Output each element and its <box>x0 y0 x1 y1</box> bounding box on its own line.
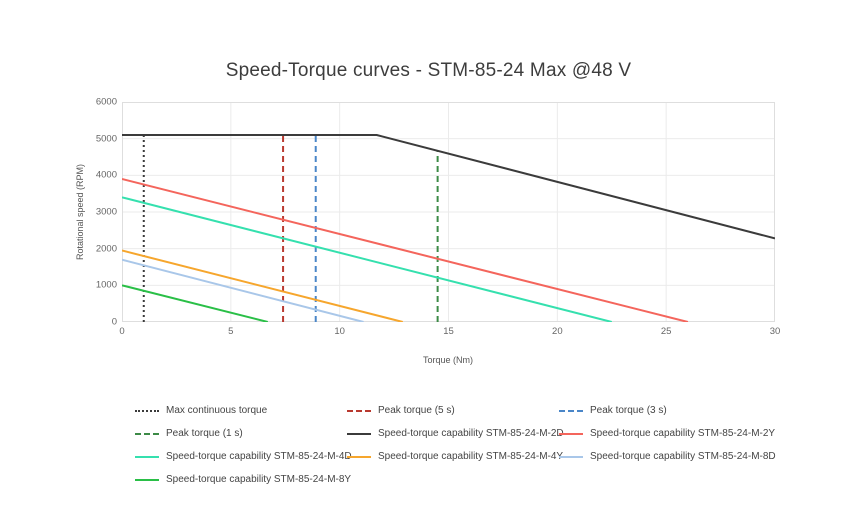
legend-item[interactable]: Max continuous torque <box>135 403 347 418</box>
x-tick-label: 30 <box>769 326 781 337</box>
legend-label: Speed-torque capability STM-85-24-M-2Y <box>590 428 776 439</box>
legend-item[interactable]: Speed-torque capability STM-85-24-M-2D <box>347 426 564 441</box>
y-tick-label: 2000 <box>95 243 117 255</box>
legend-label: Max continuous torque <box>166 405 268 416</box>
legend-swatch-icon <box>135 478 159 481</box>
legend-swatch-icon <box>347 409 371 412</box>
plot-area <box>122 102 775 322</box>
x-tick-label: 15 <box>443 326 454 337</box>
y-tick-label: 6000 <box>95 96 117 108</box>
legend-swatch-icon <box>135 409 159 412</box>
y-tick-label: 0 <box>111 316 117 328</box>
x-tick-label: 5 <box>228 326 234 337</box>
legend-label: Speed-torque capability STM-85-24-M-2D <box>378 428 564 439</box>
legend-swatch-icon <box>347 455 371 458</box>
legend-item[interactable]: Peak torque (1 s) <box>135 426 347 441</box>
x-axis-label: Torque (Nm) <box>422 355 474 365</box>
legend-label: Speed-torque capability STM-85-24-M-4D <box>166 451 352 462</box>
legend-item[interactable]: Speed-torque capability STM-85-24-M-8Y <box>135 472 351 487</box>
legend-item[interactable]: Peak torque (5 s) <box>347 403 559 418</box>
legend-label: Speed-torque capability STM-85-24-M-8D <box>590 451 776 462</box>
legend-item[interactable]: Peak torque (3 s) <box>559 403 771 418</box>
legend-label: Speed-torque capability STM-85-24-M-4Y <box>378 451 564 462</box>
legend-label: Peak torque (3 s) <box>590 405 667 416</box>
legend-label: Speed-torque capability STM-85-24-M-8Y <box>166 474 352 485</box>
chart-legend: Max continuous torque Peak torque (5 s) Pe… <box>135 403 776 487</box>
y-tick-label: 4000 <box>95 169 117 181</box>
x-tick-label: 10 <box>334 326 345 337</box>
y-tick-label: 1000 <box>95 279 117 291</box>
legend-label: Peak torque (5 s) <box>378 405 455 416</box>
legend-swatch-icon <box>135 432 159 435</box>
x-tick-label: 25 <box>660 326 672 337</box>
legend-item[interactable]: Speed-torque capability STM-85-24-M-4Y <box>347 449 563 464</box>
legend-swatch-icon <box>135 455 159 458</box>
legend-item[interactable]: Speed-torque capability STM-85-24-M-8D <box>559 449 776 464</box>
legend-swatch-icon <box>559 409 583 412</box>
x-tick-label: 0 <box>119 326 125 337</box>
legend-swatch-icon <box>559 432 583 435</box>
legend-item[interactable]: Speed-torque capability STM-85-24-M-4D <box>135 449 352 464</box>
legend-swatch-icon <box>347 432 371 435</box>
y-tick-label: 3000 <box>95 206 117 218</box>
x-tick-label: 20 <box>552 326 563 337</box>
legend-item[interactable]: Speed-torque capability STM-85-24-M-2Y <box>559 426 775 441</box>
legend-swatch-icon <box>559 455 583 458</box>
chart-title: Speed-Torque curves - STM-85-24 Max @48 … <box>225 60 632 81</box>
y-tick-label: 5000 <box>95 133 117 145</box>
legend-label: Peak torque (1 s) <box>166 428 243 439</box>
